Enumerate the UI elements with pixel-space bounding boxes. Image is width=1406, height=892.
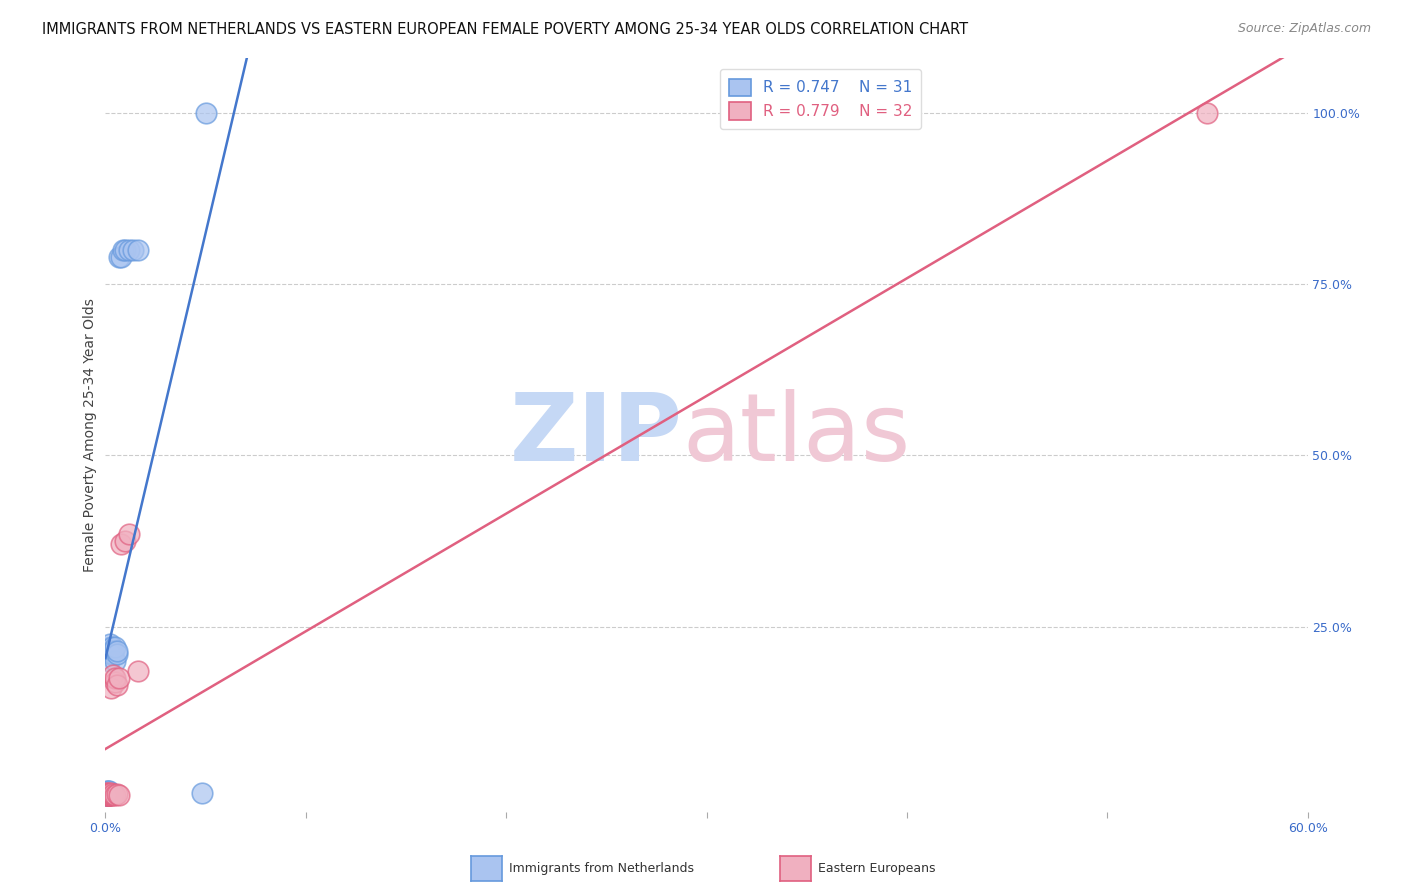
Point [103, 667, 125, 681]
Point [107, 678, 129, 692]
Point [97, 784, 120, 798]
Point [190, 786, 212, 800]
Point [100, 787, 122, 801]
Point [98, 787, 121, 801]
Point [97, 787, 120, 801]
Point [127, 665, 149, 679]
Point [112, 243, 135, 257]
Legend: R = 0.747    N = 31, R = 0.779    N = 32: R = 0.747 N = 31, R = 0.779 N = 32 [720, 70, 921, 129]
Point [97, 788, 120, 802]
Point [100, 637, 122, 651]
Point [107, 787, 129, 801]
Point [104, 788, 127, 802]
Point [98, 788, 121, 802]
Point [96, 785, 118, 799]
Point [103, 787, 125, 801]
Point [98, 787, 121, 801]
Point [110, 537, 132, 551]
Point [104, 640, 127, 655]
Text: Immigrants from Netherlands: Immigrants from Netherlands [509, 863, 695, 875]
Point [101, 640, 124, 655]
Point [1197, 105, 1219, 120]
Point [100, 786, 122, 800]
Point [108, 788, 131, 802]
Point [97, 788, 120, 802]
Point [103, 643, 125, 657]
Y-axis label: Female Poverty Among 25-34 Year Olds: Female Poverty Among 25-34 Year Olds [83, 298, 97, 572]
Point [107, 643, 129, 657]
Point [100, 647, 122, 661]
Text: Source: ZipAtlas.com: Source: ZipAtlas.com [1237, 22, 1371, 36]
Point [104, 674, 127, 689]
Point [110, 250, 132, 264]
Point [114, 534, 136, 549]
Point [127, 243, 149, 257]
Point [96, 788, 118, 802]
Point [98, 788, 121, 802]
Point [97, 785, 120, 799]
Point [194, 105, 217, 120]
Point [118, 243, 141, 257]
Point [122, 243, 145, 257]
Point [100, 788, 122, 802]
Point [96, 788, 118, 802]
Point [103, 788, 125, 802]
Point [98, 784, 121, 798]
Point [104, 654, 127, 668]
Point [108, 250, 131, 264]
Point [96, 785, 118, 799]
Point [103, 647, 125, 661]
Point [97, 788, 120, 802]
Point [108, 671, 131, 685]
Text: ZIP: ZIP [509, 389, 682, 481]
Point [98, 654, 121, 668]
Point [96, 788, 118, 802]
Point [96, 784, 118, 798]
Text: IMMIGRANTS FROM NETHERLANDS VS EASTERN EUROPEAN FEMALE POVERTY AMONG 25-34 YEAR : IMMIGRANTS FROM NETHERLANDS VS EASTERN E… [42, 22, 969, 37]
Text: Eastern Europeans: Eastern Europeans [818, 863, 936, 875]
Point [97, 788, 120, 802]
Point [100, 788, 122, 802]
Point [98, 640, 121, 655]
Point [96, 785, 118, 799]
Point [98, 786, 121, 800]
Point [98, 788, 121, 802]
Point [96, 788, 118, 802]
Point [114, 243, 136, 257]
Point [100, 681, 122, 696]
Point [107, 647, 129, 661]
Text: atlas: atlas [682, 389, 911, 481]
Point [118, 527, 141, 541]
Point [100, 643, 122, 657]
Point [104, 671, 127, 685]
